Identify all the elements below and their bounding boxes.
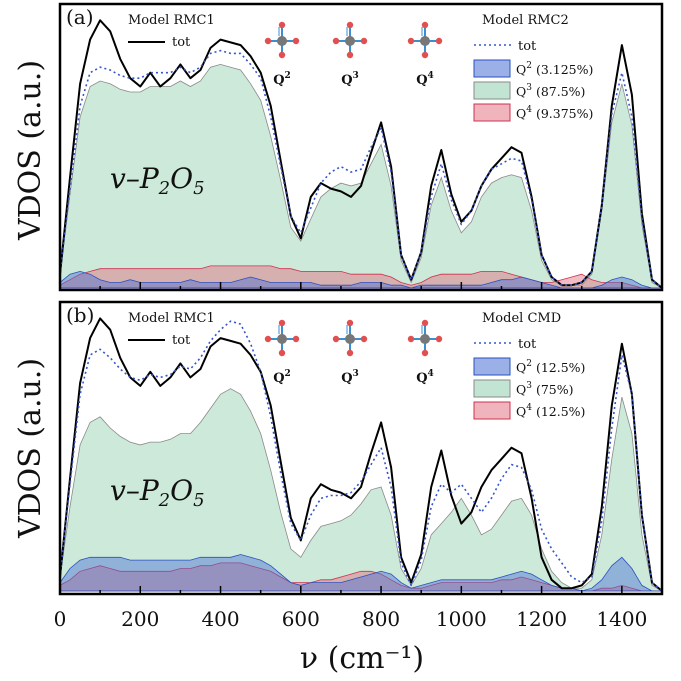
legend-right-entry: Q3 (75%) <box>516 381 574 397</box>
legend-swatch <box>473 103 511 122</box>
x-tick-label: 0 <box>54 607 67 631</box>
x-tick-label: 400 <box>201 607 239 631</box>
line-model-rmc1-tot <box>59 317 663 592</box>
species-label: v–P2O5 <box>110 162 205 199</box>
panel-letter: (a) <box>66 5 94 29</box>
area-q2-3-125 <box>59 270 662 289</box>
panel-b: (b) Model RMC1 tot Q2 Q3 Q4 Model CMD tot Q2 (12… <box>58 300 664 596</box>
species-label: v–P2O5 <box>110 474 205 511</box>
legend-right-entry: Q2 (12.5%) <box>516 359 585 375</box>
q4-tetrahedron-icon <box>406 318 444 358</box>
legend-right-entry: Q3 (87.5%) <box>516 83 585 99</box>
legend-right-entry: tot <box>518 337 537 352</box>
q-label: Q2 <box>273 369 291 386</box>
legend-swatch <box>473 401 511 420</box>
x-axis-label: ν (cm⁻¹) <box>300 641 424 676</box>
legend-right-entry: Q2 (3.125%) <box>516 61 593 77</box>
q-label: Q4 <box>416 71 434 88</box>
x-tick-label: 800 <box>362 607 400 631</box>
legend-swatch <box>473 379 511 398</box>
legend-right-entry: Q4 (9.375%) <box>516 105 593 121</box>
q3-tetrahedron-icon <box>331 20 369 60</box>
legend-right-entry: tot <box>518 39 537 54</box>
legend-left-entry: tot <box>172 333 191 348</box>
legend-swatch <box>473 81 511 100</box>
x-tick-labels: 0 200 400 600 800 1000 1200 1400 <box>54 607 648 631</box>
panel-letter: (b) <box>66 303 94 327</box>
x-tick-label: 1400 <box>596 607 647 631</box>
q-label: Q3 <box>341 369 359 386</box>
q-label: Q4 <box>416 369 434 386</box>
x-tick-label: 1200 <box>516 607 567 631</box>
plot-frame <box>58 2 664 292</box>
legend-right-title: Model RMC2 <box>482 13 569 28</box>
legend-right-entry: Q4 (12.5%) <box>516 403 585 419</box>
line-model-cmd-tot <box>59 320 663 592</box>
q-label: Q2 <box>273 71 291 88</box>
x-tick-label: 200 <box>121 607 159 631</box>
legend-left-entry: tot <box>172 35 191 50</box>
y-axis-label-b: VDOS (a.u.) <box>13 358 48 539</box>
q2-tetrahedron-icon <box>263 318 301 358</box>
area-q3-75 <box>59 388 664 592</box>
legend-left-title: Model RMC1 <box>128 311 215 326</box>
legend-left-title: Model RMC1 <box>128 13 215 28</box>
legend-swatch <box>473 357 511 376</box>
legend-swatch <box>473 59 511 78</box>
q4-tetrahedron-icon <box>406 20 444 60</box>
line-model-rmc2-tot <box>59 49 663 289</box>
x-tick-label: 1000 <box>436 607 487 631</box>
plot-frame <box>58 300 664 596</box>
q3-tetrahedron-icon <box>331 318 369 358</box>
x-tick-label: 600 <box>282 607 320 631</box>
q2-tetrahedron-icon <box>263 20 301 60</box>
y-axis-label-a: VDOS (a.u.) <box>13 60 48 241</box>
panel-a: (a) Model RMC1 tot Q2 Q3 Q4 Model RMC2 tot Q2 (3… <box>58 2 664 292</box>
legend-right-title: Model CMD <box>482 311 561 326</box>
q-label: Q3 <box>341 71 359 88</box>
